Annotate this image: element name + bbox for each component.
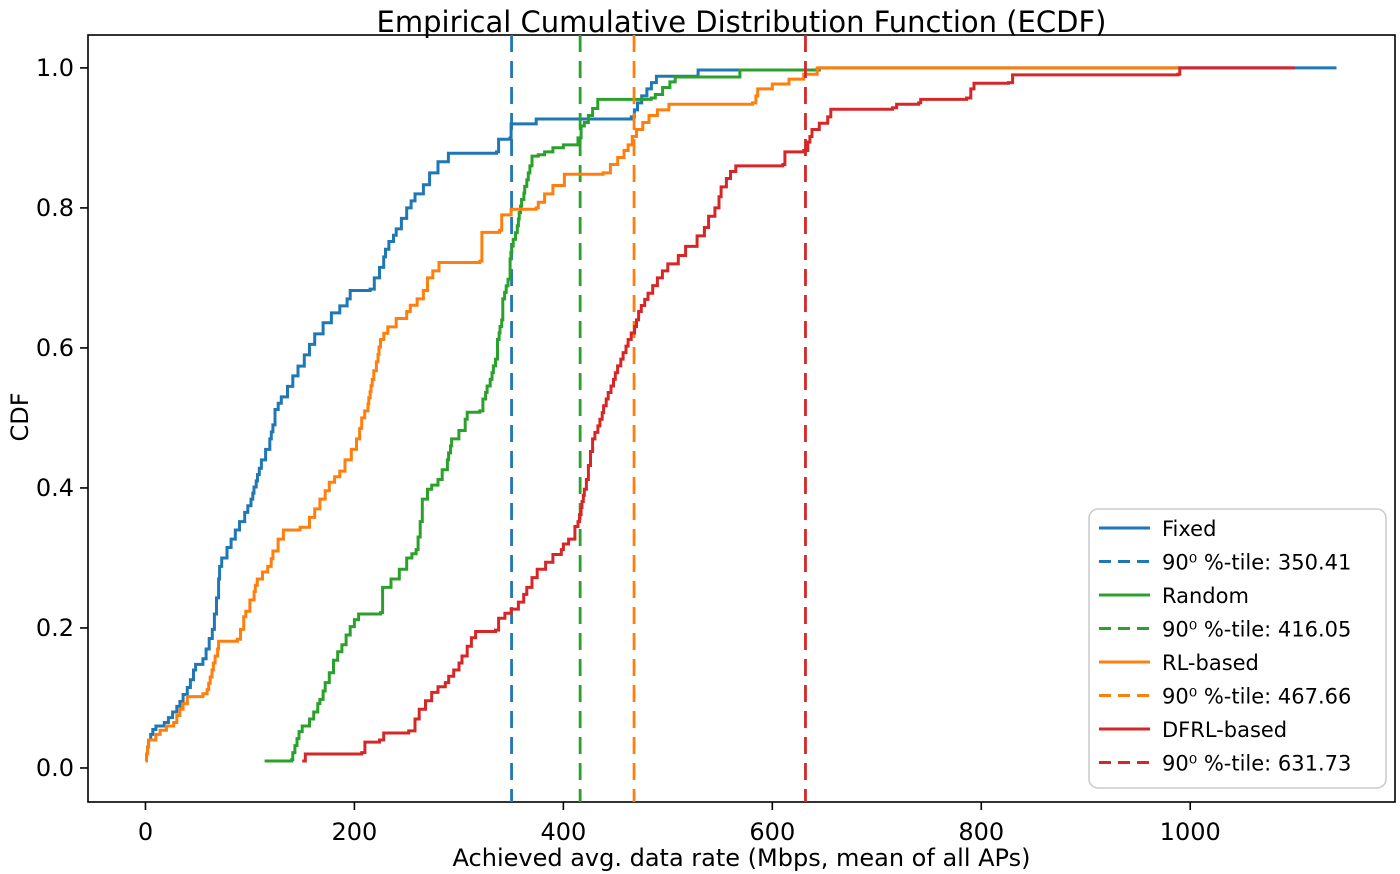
ecdf-curve-dfrl-based: [302, 66, 1295, 763]
ecdf-curve-rl-based: [145, 66, 1180, 763]
legend-label: Random: [1162, 584, 1249, 608]
y-tick-label: 0.2: [36, 614, 74, 642]
legend-label: RL-based: [1162, 651, 1259, 675]
y-tick-label: 0.4: [36, 474, 74, 502]
y-tick-label: 1.0: [36, 54, 74, 82]
x-tick-label: 1000: [1160, 818, 1221, 846]
legend-label: DFRL-based: [1162, 718, 1287, 742]
legend-label: 90⁰ %-tile: 467.66: [1162, 685, 1351, 709]
y-tick-label: 0.6: [36, 334, 74, 362]
legend-label: 90⁰ %-tile: 416.05: [1162, 618, 1351, 642]
ecdf-curve-fixed: [145, 66, 1337, 763]
x-tick-label: 200: [332, 818, 378, 846]
legend: Fixed 90⁰ %-tile: 350.41 Random 90⁰ %-tile:…: [1088, 508, 1387, 789]
ecdf-curve-random: [264, 67, 821, 763]
legend-label: 90⁰ %-tile: 631.73: [1162, 752, 1351, 776]
x-tick-label: 800: [958, 818, 1004, 846]
y-axis-label: CDF: [6, 392, 34, 442]
x-axis-label: Achieved avg. data rate (Mbps, mean of a…: [452, 844, 1031, 872]
chart-title: Empirical Cumulative Distribution Functi…: [376, 5, 1107, 39]
legend-label: Fixed: [1162, 517, 1216, 541]
y-tick-label: 0.0: [36, 754, 74, 782]
legend-label: 90⁰ %-tile: 350.41: [1162, 551, 1351, 575]
x-tick-label: 600: [749, 818, 795, 846]
y-tick-label: 0.8: [36, 194, 74, 222]
x-tick-label: 0: [138, 818, 153, 846]
x-tick-label: 400: [540, 818, 586, 846]
legend-box: [1088, 508, 1387, 789]
